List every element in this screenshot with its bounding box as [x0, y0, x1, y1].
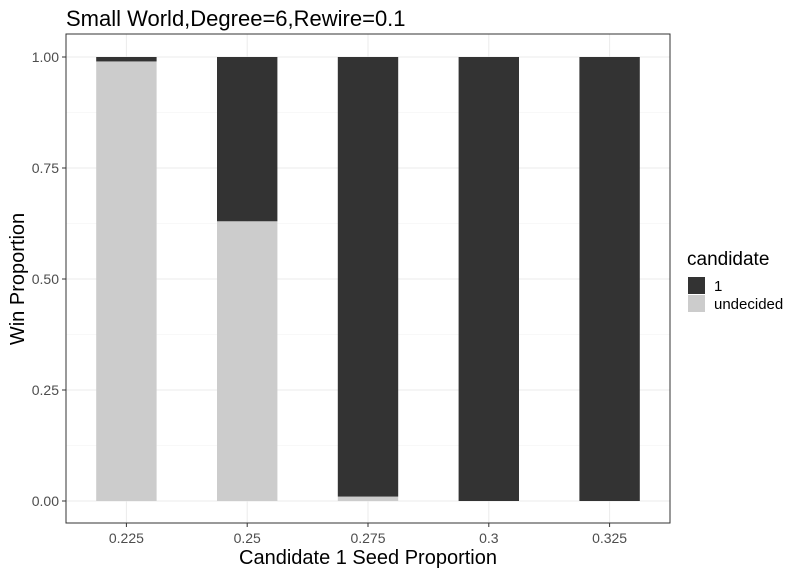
y-tick-label: 0.75 [32, 160, 59, 176]
x-axis-title: Candidate 1 Seed Proportion [239, 547, 497, 569]
y-tick-label: 0.50 [32, 271, 59, 287]
y-axis-title: Win Proportion [7, 213, 29, 345]
x-tick-label: 0.275 [350, 530, 385, 546]
x-axis: 0.225 0.25 0.275 0.3 0.325 [109, 523, 627, 546]
bar-segment-undecided-0.25 [217, 221, 278, 501]
legend-label-undecided: undecided [714, 296, 783, 313]
chart-title: Small World,Degree=6,Rewire=0.1 [66, 6, 406, 31]
bars [96, 57, 640, 501]
legend-swatch-undecided [688, 295, 705, 312]
y-axis: 0.00 0.25 0.50 0.75 1.00 [32, 49, 66, 509]
bar-segment-1-0.25 [217, 57, 278, 222]
x-tick-label: 0.25 [234, 530, 261, 546]
x-tick-label: 0.225 [109, 530, 144, 546]
bar-segment-1-0.225 [96, 57, 157, 62]
legend-title: candidate [687, 249, 769, 270]
bar-segment-1-0.325 [579, 57, 640, 501]
x-tick-label: 0.325 [592, 530, 627, 546]
x-tick-label: 0.3 [479, 530, 499, 546]
y-tick-label: 0.00 [32, 493, 59, 509]
bar-segment-1-0.275 [337, 57, 399, 497]
bar-segment-1-0.3 [458, 57, 519, 501]
y-tick-label: 1.00 [32, 49, 59, 65]
legend-label-1: 1 [714, 278, 722, 295]
bar-segment-undecided-0.225 [96, 61, 157, 501]
legend-swatch-1 [688, 277, 705, 294]
y-tick-label: 0.25 [32, 382, 59, 398]
bar-segment-undecided-0.275 [337, 496, 399, 501]
